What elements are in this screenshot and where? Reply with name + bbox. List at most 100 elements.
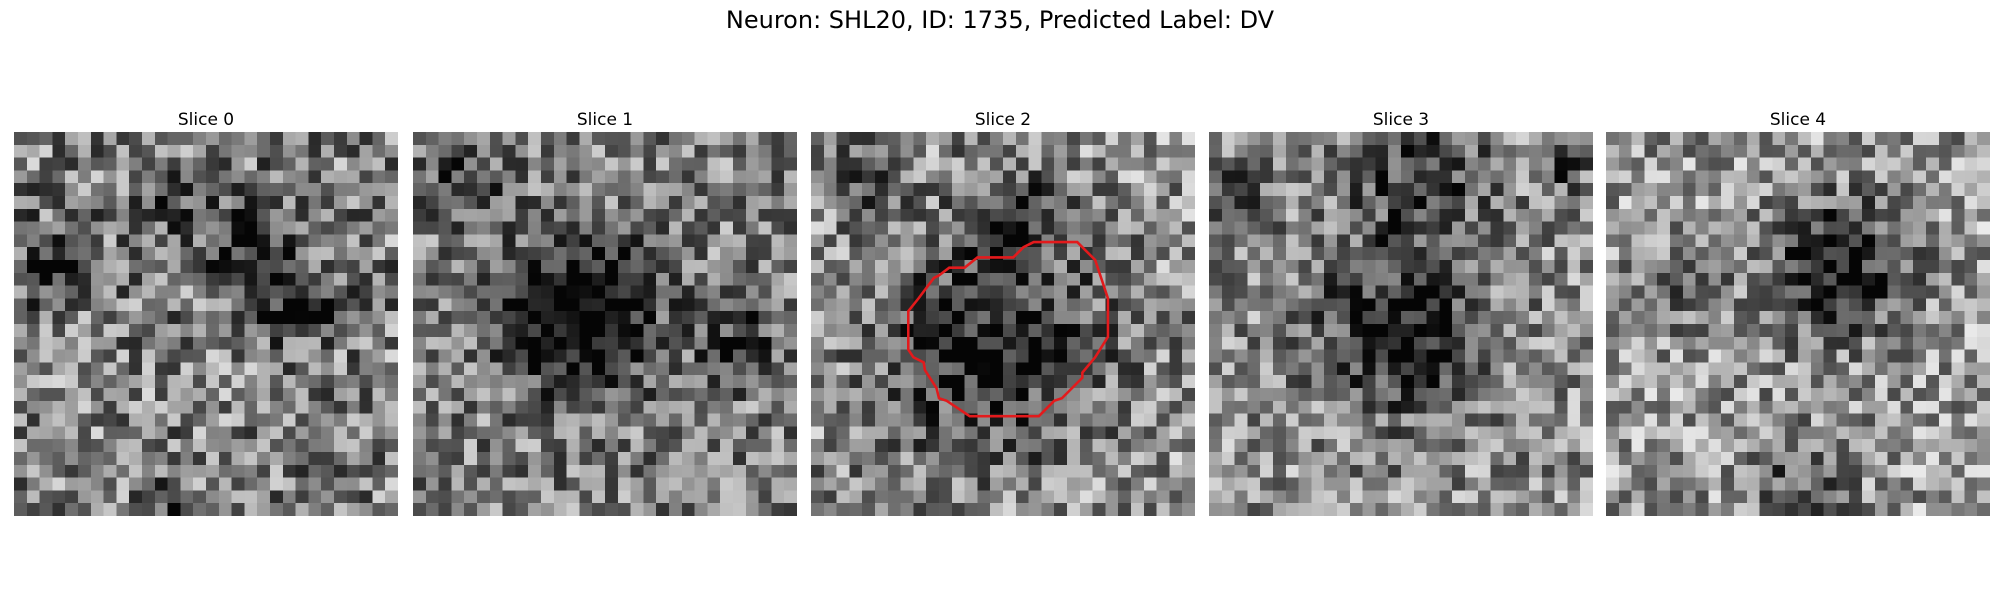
pixel — [862, 132, 876, 146]
pixel — [1105, 477, 1119, 491]
pixel — [553, 144, 567, 158]
pixel — [566, 375, 580, 389]
pixel — [1131, 234, 1145, 248]
pixel — [566, 196, 580, 210]
pixel — [1349, 285, 1363, 299]
pixel — [1041, 272, 1055, 286]
pixel — [784, 375, 797, 389]
pixel — [1977, 311, 1990, 325]
pixel — [862, 426, 876, 440]
pixel — [372, 132, 386, 146]
pixel — [1298, 208, 1312, 222]
pixel — [1234, 132, 1248, 146]
pixel — [630, 452, 644, 466]
pixel — [553, 400, 567, 414]
pixel — [630, 400, 644, 414]
pixel — [116, 349, 130, 363]
pixel — [244, 464, 258, 478]
pixel — [489, 490, 503, 504]
pixel — [295, 490, 309, 504]
pixel — [1721, 132, 1735, 146]
pixel — [1631, 311, 1645, 325]
pixel — [1490, 144, 1504, 158]
pixel — [643, 311, 657, 325]
pixel — [438, 221, 452, 235]
pixel — [951, 183, 965, 197]
pixel — [334, 503, 348, 516]
pixel — [733, 452, 747, 466]
pixel — [1349, 349, 1363, 363]
pixel — [1324, 144, 1338, 158]
pixel — [451, 375, 465, 389]
pixel — [1362, 375, 1376, 389]
pixel — [39, 285, 53, 299]
pixel — [1606, 503, 1620, 516]
pixel — [1092, 170, 1106, 184]
pixel — [438, 196, 452, 210]
pixel — [939, 247, 953, 261]
pixel — [1849, 324, 1863, 338]
pixel — [1772, 132, 1786, 146]
pixel — [758, 413, 772, 427]
pixel — [425, 400, 439, 414]
pixel — [1028, 362, 1042, 376]
pixel — [1567, 221, 1581, 235]
pixel — [720, 336, 734, 350]
pixel — [244, 413, 258, 427]
pixel — [694, 170, 708, 184]
pixel — [1503, 477, 1517, 491]
pixel — [218, 413, 232, 427]
pixel — [1631, 503, 1645, 516]
pixel — [1810, 170, 1824, 184]
pixel — [823, 311, 837, 325]
pixel — [477, 183, 491, 197]
pixel — [1900, 464, 1914, 478]
pixel — [887, 413, 901, 427]
pixel — [1938, 132, 1952, 146]
pixel — [1182, 260, 1195, 274]
pixel — [413, 234, 427, 248]
pixel — [1439, 311, 1453, 325]
pixel — [1567, 324, 1581, 338]
pixel — [1977, 477, 1990, 491]
pixel — [451, 388, 465, 402]
pixel — [308, 490, 322, 504]
pixel — [103, 426, 117, 440]
pixel — [1618, 413, 1632, 427]
pixel — [1092, 426, 1106, 440]
pixel — [1362, 439, 1376, 453]
pixel — [1631, 413, 1645, 427]
pixel — [1798, 336, 1812, 350]
pixel — [52, 311, 66, 325]
pixel — [1541, 388, 1555, 402]
pixel — [1670, 336, 1684, 350]
pixel — [1477, 388, 1491, 402]
pixel — [1913, 400, 1927, 414]
pixel — [180, 503, 194, 516]
pixel — [282, 464, 296, 478]
pixel — [1131, 439, 1145, 453]
pixel — [1926, 426, 1940, 440]
pixel — [295, 170, 309, 184]
pixel — [1631, 272, 1645, 286]
pixel — [346, 221, 360, 235]
pixel — [218, 298, 232, 312]
pixel — [694, 157, 708, 171]
pixel — [643, 464, 657, 478]
pixel — [295, 503, 309, 516]
pixel — [1234, 183, 1248, 197]
pixel — [1118, 362, 1132, 376]
pixel — [1580, 247, 1593, 261]
pixel — [1529, 234, 1543, 248]
pixel — [1311, 311, 1325, 325]
pixel — [1631, 260, 1645, 274]
pixel — [643, 196, 657, 210]
pixel — [1182, 132, 1195, 146]
pixel — [52, 285, 66, 299]
pixel — [592, 157, 606, 171]
pixel — [1874, 336, 1888, 350]
pixel — [1439, 464, 1453, 478]
pixel — [154, 362, 168, 376]
pixel — [1682, 426, 1696, 440]
pixel — [129, 349, 143, 363]
